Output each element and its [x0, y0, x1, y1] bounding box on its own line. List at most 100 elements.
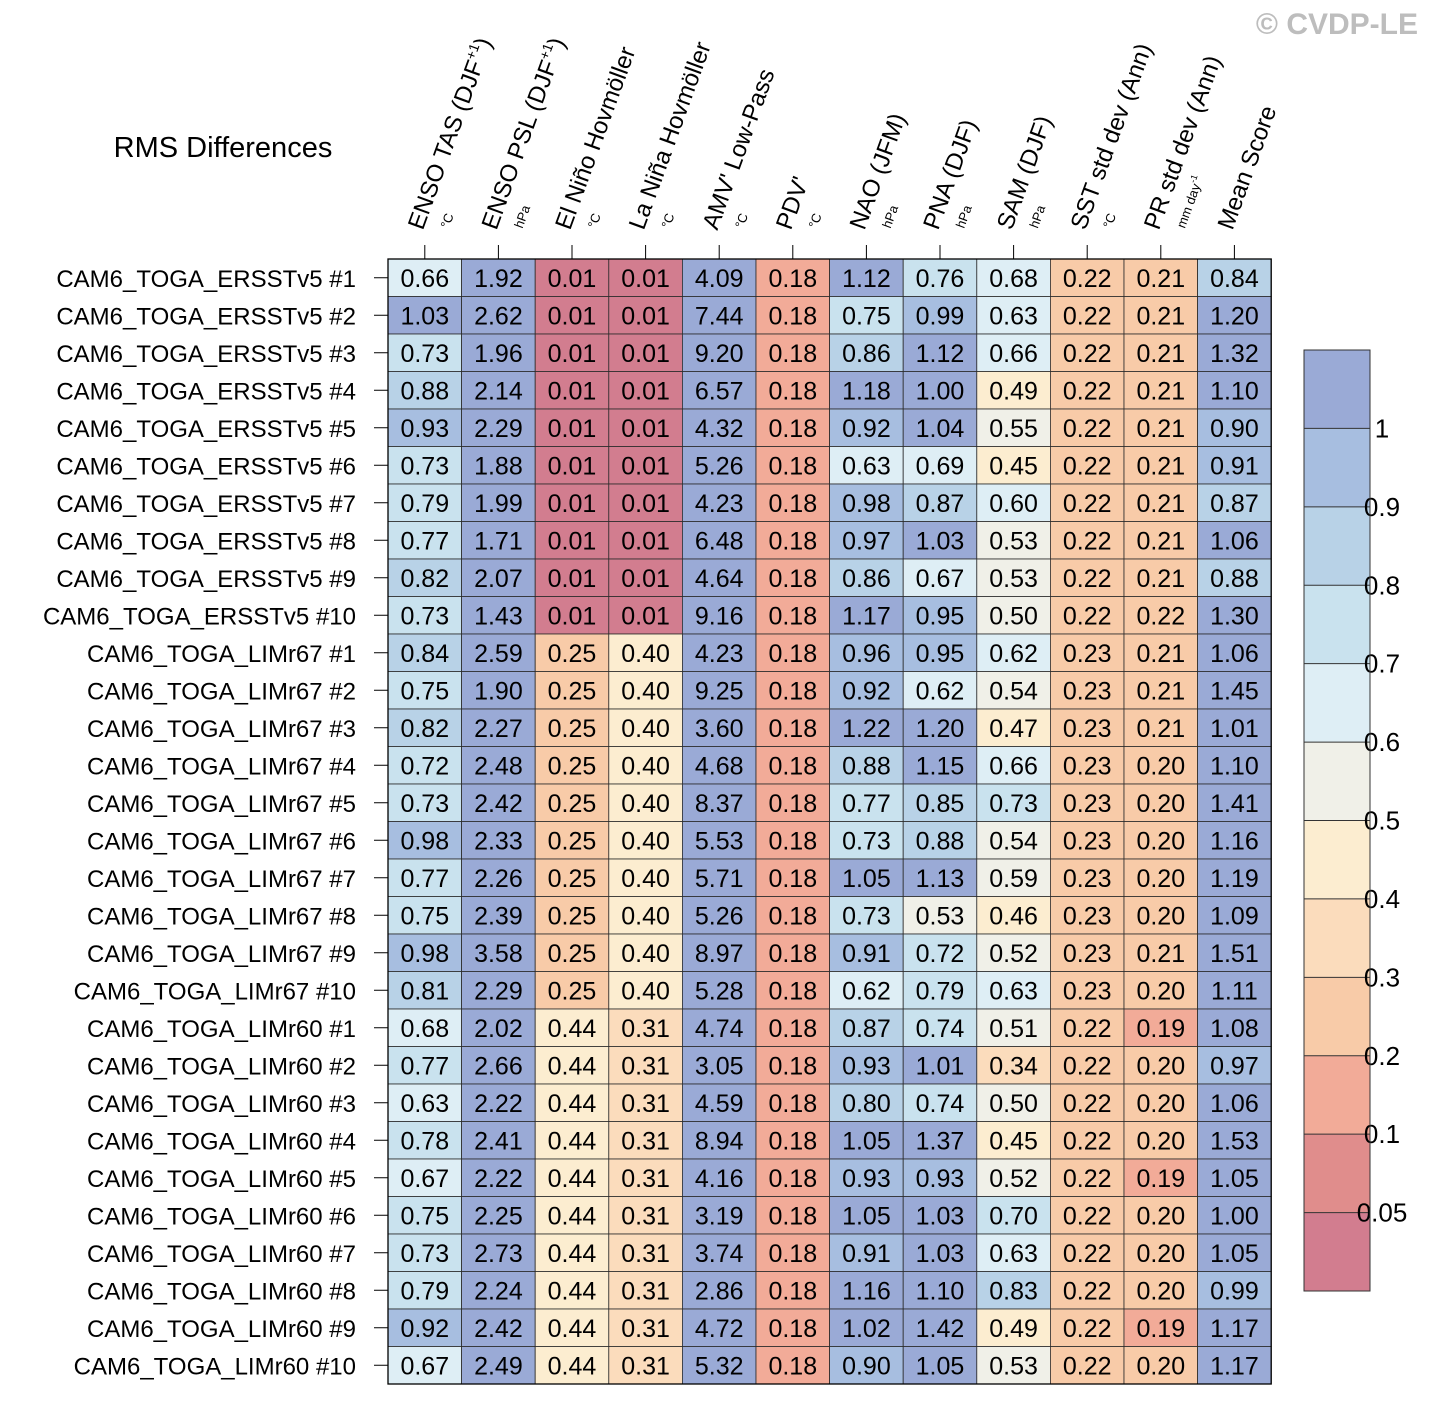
cell-value: 0.20 [1136, 1277, 1185, 1305]
heatmap-cell [1197, 1083, 1272, 1122]
column-label: ENSO TAS (DJF+1) [401, 34, 497, 234]
row-label: CAM6_TOGA_LIMr67 #2 [87, 678, 356, 705]
heatmap-cell [1050, 483, 1125, 522]
heatmap-cell [461, 296, 536, 335]
cell-value: 0.44 [548, 1315, 597, 1343]
cell-value: 0.20 [1136, 790, 1185, 818]
cell-value: 0.22 [1063, 302, 1112, 330]
heatmap-cell [976, 933, 1051, 972]
cell-value: 0.59 [989, 865, 1038, 893]
heatmap-cell [461, 858, 536, 897]
heatmap-cell [1123, 1346, 1198, 1385]
cell-value: 3.05 [695, 1052, 744, 1080]
heatmap-cell [1123, 1196, 1198, 1235]
heatmap-cell [976, 708, 1051, 747]
heatmap-cell [976, 408, 1051, 447]
cell-value: 0.40 [621, 677, 670, 705]
cell-value: 0.18 [768, 565, 817, 593]
cell-value: 0.63 [989, 302, 1038, 330]
cell-value: 0.18 [768, 1315, 817, 1343]
heatmap-cell [829, 671, 904, 710]
cell-value: 0.63 [989, 1240, 1038, 1268]
heatmap-cell [461, 671, 536, 710]
row-label: CAM6_TOGA_LIMr67 #4 [87, 753, 356, 780]
colorbar-label: 0.05 [1357, 1198, 1408, 1228]
row-label: CAM6_TOGA_ERSSTv5 #4 [56, 378, 356, 405]
cell-value: 0.21 [1136, 565, 1185, 593]
heatmap-cell [1050, 1271, 1125, 1310]
heatmap-cell [387, 521, 462, 560]
cell-value: 0.47 [989, 715, 1038, 743]
cell-value: 1.05 [842, 1127, 891, 1155]
heatmap-cell [1123, 1308, 1198, 1347]
cell-value: 0.96 [842, 640, 891, 668]
cell-value: 0.79 [916, 977, 965, 1005]
colorbar-swatch [1304, 1134, 1370, 1213]
cell-value: 0.22 [1063, 527, 1112, 555]
column-unit-text: °C [585, 211, 604, 230]
cell-value: 0.23 [1063, 827, 1112, 855]
heatmap-cell [976, 371, 1051, 410]
heatmap-cells: 0.66 1.92 0.01 0.01 4.09 0.18 1.12 0.76 0.68 0.22… [387, 258, 1272, 1385]
cell-value: 0.44 [548, 1352, 597, 1380]
cell-value: 0.25 [548, 865, 597, 893]
cell-value: 0.92 [400, 1315, 449, 1343]
cell-value: 1.00 [916, 377, 965, 405]
cell-value: 9.20 [695, 340, 744, 368]
heatmap-cell [534, 896, 610, 935]
cell-value: 0.31 [621, 1202, 670, 1230]
heatmap-cell [755, 858, 830, 897]
heatmap-cell [461, 708, 536, 747]
cell-value: 0.20 [1136, 1352, 1185, 1380]
cell-value: 0.18 [768, 1240, 817, 1268]
cell-value: 1.22 [842, 715, 891, 743]
heatmap-cell [1123, 258, 1198, 297]
heatmap-cell [534, 1008, 610, 1047]
row-label: CAM6_TOGA_ERSSTv5 #1 [56, 266, 356, 293]
cell-value: 0.86 [842, 340, 891, 368]
heatmap-cell [461, 1346, 536, 1385]
cell-value: 0.25 [548, 677, 597, 705]
colorbar-swatch [1304, 820, 1370, 899]
cell-value: 0.22 [1063, 1315, 1112, 1343]
cell-value: 0.78 [400, 1127, 449, 1155]
heatmap-cell [755, 558, 830, 597]
cell-value: 0.44 [548, 1165, 597, 1193]
cell-value: 0.52 [989, 1165, 1038, 1193]
heatmap-cell [608, 1271, 683, 1310]
cell-value: 0.22 [1063, 377, 1112, 405]
cell-value: 0.40 [621, 977, 670, 1005]
heatmap-cell [534, 408, 610, 447]
cell-value: 0.31 [621, 1090, 670, 1118]
cell-value: 1.16 [842, 1277, 891, 1305]
cell-value: 0.51 [989, 1015, 1038, 1043]
heatmap-cell [608, 296, 683, 335]
cell-value: 0.22 [1063, 415, 1112, 443]
heatmap-cell [976, 1046, 1051, 1085]
cell-value: 0.73 [989, 790, 1038, 818]
cell-value: 1.00 [1210, 1202, 1259, 1230]
colorbar-label: 1 [1375, 413, 1389, 443]
heatmap-cell [534, 258, 610, 297]
heatmap-cell [976, 633, 1051, 672]
cell-value: 0.20 [1136, 752, 1185, 780]
heatmap-cell [976, 446, 1051, 485]
heatmap-cell [1197, 371, 1272, 410]
heatmap-cell [902, 558, 978, 597]
heatmap-cell [608, 633, 683, 672]
cell-value: 0.23 [1063, 752, 1112, 780]
cell-value: 0.85 [916, 790, 965, 818]
cell-value: 0.19 [1136, 1015, 1185, 1043]
cell-value: 0.18 [768, 1165, 817, 1193]
heatmap-cell [976, 258, 1051, 297]
cell-value: 0.01 [621, 602, 670, 630]
cell-value: 0.22 [1063, 265, 1112, 293]
colorbar-label: 0.7 [1364, 649, 1400, 679]
cell-value: 0.63 [842, 452, 891, 480]
cell-value: 2.27 [474, 715, 523, 743]
cell-value: 0.18 [768, 977, 817, 1005]
cell-value: 0.74 [916, 1015, 965, 1043]
heatmap-cell [682, 1158, 757, 1197]
column-unit: hPa [511, 202, 533, 230]
